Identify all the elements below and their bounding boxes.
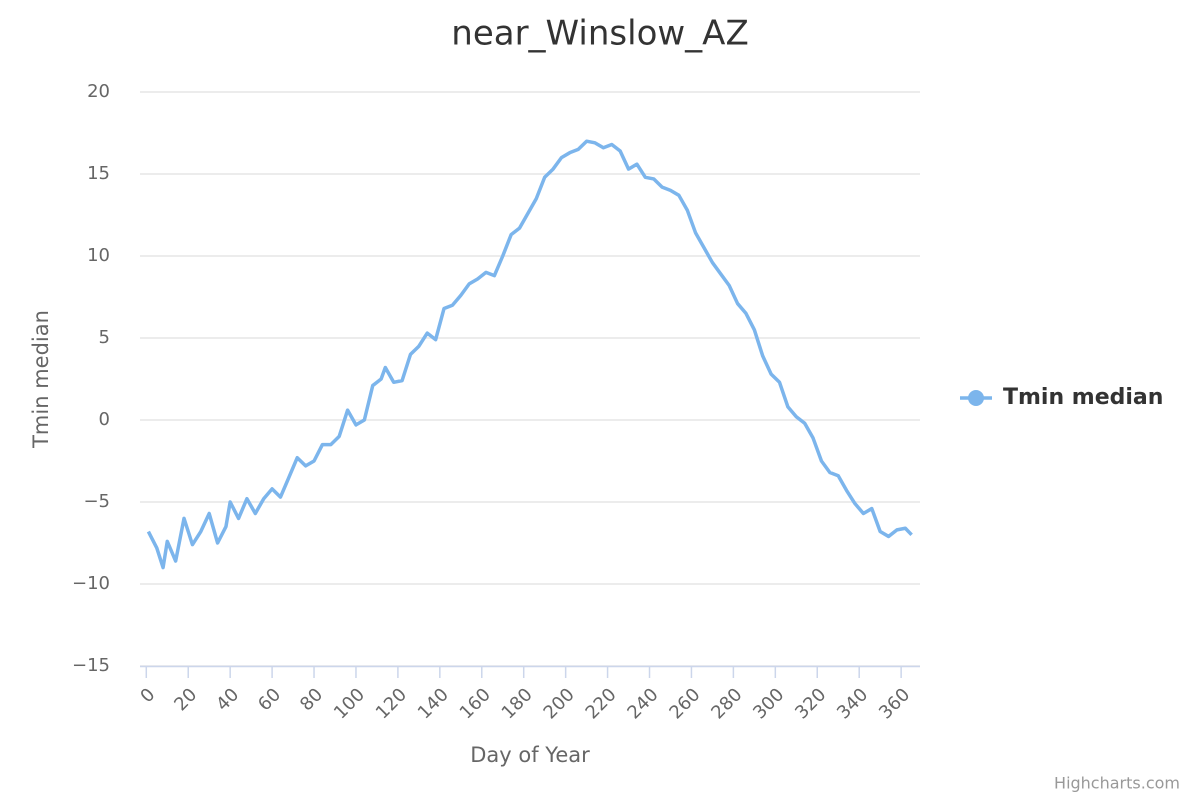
x-tick-label: 220 bbox=[582, 684, 621, 723]
chart-title: near_Winslow_AZ bbox=[451, 14, 748, 54]
x-tick-label: 20 bbox=[170, 684, 201, 715]
y-axis-title: Tmin median bbox=[29, 310, 53, 449]
x-tick-label: 340 bbox=[833, 684, 872, 723]
x-axis-title: Day of Year bbox=[470, 743, 590, 767]
x-tick-label: 180 bbox=[498, 684, 537, 723]
x-tick-label: 120 bbox=[372, 684, 411, 723]
y-tick-label: 0 bbox=[99, 409, 110, 430]
y-tick-label: 15 bbox=[87, 163, 110, 184]
y-tick-label: −5 bbox=[83, 491, 110, 512]
y-tick-label: −10 bbox=[72, 573, 110, 594]
x-tick-label: 80 bbox=[296, 684, 327, 715]
y-tick-label: 5 bbox=[99, 327, 110, 348]
x-tick-label: 60 bbox=[254, 684, 285, 715]
x-tick-label: 300 bbox=[749, 684, 788, 723]
y-tick-label: 20 bbox=[87, 81, 110, 102]
data-line bbox=[146, 139, 913, 570]
x-tick-label: 320 bbox=[791, 684, 830, 723]
x-tick-label: 260 bbox=[665, 684, 704, 723]
legend-label[interactable]: Tmin median bbox=[1003, 385, 1163, 410]
x-tick-label: 160 bbox=[456, 684, 495, 723]
x-tick-label: 40 bbox=[212, 684, 243, 715]
x-tick-label: 360 bbox=[875, 684, 914, 723]
y-tick-label: −15 bbox=[72, 655, 110, 676]
x-tick-label: 200 bbox=[540, 684, 579, 723]
x-tick-label: 280 bbox=[707, 684, 746, 723]
x-tick-label: 100 bbox=[330, 684, 369, 723]
credits: Highcharts.com bbox=[1054, 774, 1180, 793]
x-tick-label: 0 bbox=[136, 684, 159, 707]
x-tick-label: 140 bbox=[414, 684, 453, 723]
y-tick-label: 10 bbox=[87, 245, 110, 266]
x-tick-label: 240 bbox=[623, 684, 662, 723]
legend-symbol bbox=[968, 390, 984, 406]
